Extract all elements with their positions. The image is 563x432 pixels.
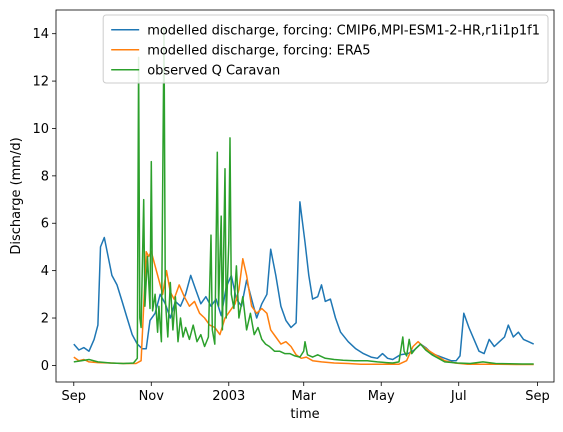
- legend: modelled discharge, forcing: CMIP6,MPI-E…: [102, 14, 549, 84]
- x-tick-label: Mar: [291, 389, 316, 404]
- x-tick-label: May: [368, 389, 395, 404]
- plot-frame: [55, 9, 555, 383]
- x-tick-label: Nov: [139, 389, 165, 404]
- legend-label-3: observed Q Caravan: [147, 63, 280, 78]
- y-tick-label: 6: [41, 217, 49, 232]
- series-line-3: [73, 25, 534, 365]
- x-tick-label: Jul: [450, 389, 467, 404]
- series-line-2: [73, 250, 534, 366]
- y-tick-label: 14: [32, 27, 49, 42]
- x-tick-label: Sep: [525, 389, 550, 404]
- y-axis-ticks: 0 2 4 6 8 10 12 14: [32, 27, 56, 374]
- series-layer: [73, 25, 535, 366]
- legend-label-1: modelled discharge, forcing: CMIP6,MPI-E…: [147, 23, 540, 38]
- legend-label-2: modelled discharge, forcing: ERA5: [147, 43, 370, 58]
- y-tick-label: 2: [41, 312, 49, 327]
- x-axis-label: time: [290, 407, 319, 422]
- y-tick-label: 0: [41, 359, 49, 374]
- legend-box: [102, 14, 549, 84]
- x-axis-ticks: Sep Nov 2003 Mar May Jul Sep: [62, 382, 550, 404]
- x-tick-label: 2003: [212, 389, 245, 404]
- x-tick-label: Sep: [62, 389, 87, 404]
- y-axis-label: Discharge (mm/d): [9, 137, 24, 254]
- y-tick-label: 10: [32, 122, 49, 137]
- y-tick-label: 8: [41, 169, 49, 184]
- y-tick-label: 12: [32, 75, 49, 90]
- y-tick-label: 4: [41, 264, 49, 279]
